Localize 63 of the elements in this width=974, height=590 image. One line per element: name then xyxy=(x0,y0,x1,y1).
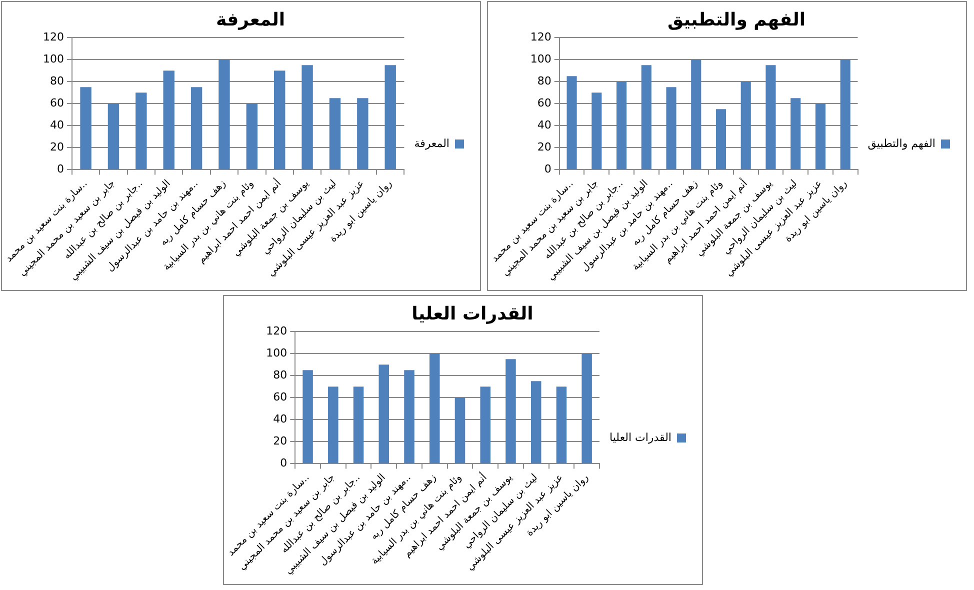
y-tick-label: 80 xyxy=(273,368,288,382)
y-tick-label: 100 xyxy=(530,52,552,66)
bar xyxy=(353,386,364,464)
bar xyxy=(80,87,92,170)
bar xyxy=(556,386,567,464)
bar xyxy=(480,386,490,464)
bar xyxy=(190,87,202,170)
bar xyxy=(302,370,313,464)
y-tick-label: 0 xyxy=(544,162,552,176)
bar xyxy=(454,398,466,464)
y-tick-label: 40 xyxy=(50,118,64,132)
y-tick-label: 80 xyxy=(50,74,64,88)
legend-label: الفهم والتطبيق xyxy=(868,136,936,150)
bar xyxy=(302,65,313,170)
y-tick-label: 120 xyxy=(42,30,64,44)
bar xyxy=(274,70,286,170)
bar xyxy=(163,70,174,170)
bar xyxy=(740,82,751,170)
y-tick-label: 60 xyxy=(50,96,64,110)
y-tick-label: 20 xyxy=(50,140,64,154)
bar xyxy=(530,381,542,464)
chart-title: القدرات العليا xyxy=(412,303,534,324)
bar xyxy=(616,82,627,170)
bar xyxy=(790,98,801,170)
y-tick-label: 100 xyxy=(266,346,288,360)
y-tick-label: 60 xyxy=(273,390,288,404)
bar xyxy=(136,92,147,170)
bar xyxy=(766,65,776,170)
bar xyxy=(716,109,726,170)
bar xyxy=(378,364,390,464)
legend-label: القدرات العليا xyxy=(610,430,672,444)
y-tick-label: 40 xyxy=(537,118,552,132)
y-tick-label: 0 xyxy=(280,456,288,470)
y-tick-label: 40 xyxy=(273,412,288,426)
bar xyxy=(641,65,652,170)
y-tick-label: 20 xyxy=(273,434,288,448)
y-tick-label: 100 xyxy=(42,52,64,66)
bar xyxy=(815,104,826,170)
bar xyxy=(384,65,396,170)
y-tick-label: 0 xyxy=(56,162,64,176)
bar xyxy=(566,76,577,170)
bar xyxy=(218,60,230,170)
bar xyxy=(691,60,702,170)
y-tick-label: 60 xyxy=(537,96,552,110)
bar xyxy=(108,104,120,170)
bar xyxy=(429,354,440,464)
bar xyxy=(582,354,592,464)
bar xyxy=(246,104,258,170)
chart-title: الفهم والتطبيق xyxy=(667,9,806,30)
bar xyxy=(840,60,850,170)
y-tick-label: 80 xyxy=(537,74,552,88)
bar xyxy=(592,92,602,170)
bar xyxy=(357,98,368,170)
bar xyxy=(506,359,516,464)
bar xyxy=(666,87,676,170)
legend-label: المعرفة xyxy=(414,136,450,150)
y-tick-label: 20 xyxy=(537,140,552,154)
bar xyxy=(329,98,341,170)
bar xyxy=(328,386,338,464)
bar xyxy=(404,370,414,464)
y-tick-label: 120 xyxy=(530,30,552,44)
chart-title: المعرفة xyxy=(216,9,286,30)
y-tick-label: 120 xyxy=(266,324,288,338)
